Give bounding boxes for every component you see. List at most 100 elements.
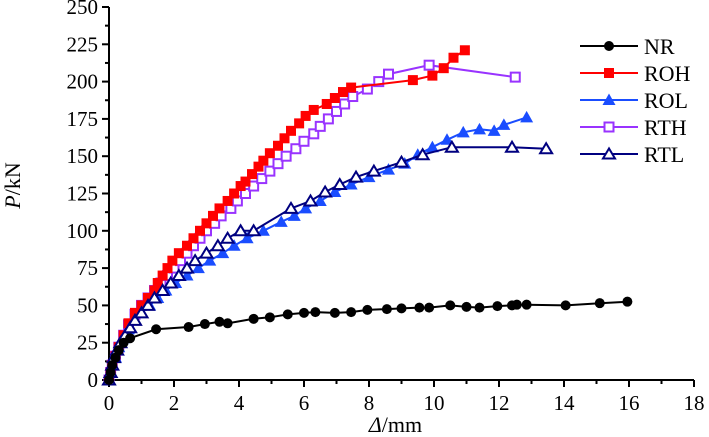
data-point-roh [294, 118, 305, 129]
data-point-roh [229, 188, 240, 199]
data-point-rth [280, 150, 292, 162]
data-point-rth [264, 165, 276, 177]
x-tick-label: 2 [169, 391, 180, 415]
legend-label-rol: ROL [644, 88, 688, 113]
data-point-rtl [414, 147, 431, 161]
series-roh [104, 45, 470, 385]
data-point-nr [622, 296, 633, 307]
data-point-nr [461, 301, 472, 312]
data-point-roh [308, 104, 319, 115]
data-point-roh [240, 176, 251, 187]
y-tick-label: 175 [67, 107, 99, 131]
data-point-roh [448, 52, 459, 63]
data-point-rth [347, 91, 359, 103]
y-tick-label: 0 [88, 368, 99, 392]
data-point-rtl [317, 184, 333, 198]
data-point-rth [314, 120, 326, 132]
data-point-roh [264, 148, 275, 159]
data-point-nr [346, 307, 357, 318]
data-point-roh [286, 125, 296, 136]
data-point-rth [509, 71, 521, 83]
data-point-nr [107, 360, 118, 371]
data-point-roh [222, 195, 233, 206]
data-point-rol [328, 185, 342, 198]
legend-item-rtl: RTL [580, 142, 684, 167]
data-point-nr [362, 304, 373, 315]
legend-label-nr: NR [644, 34, 675, 59]
data-point-rol [487, 124, 501, 136]
series-line-roh [108, 49, 466, 381]
axes: 0 25 50 75 100 125 150 175 200 225 250 0 2 4 6 8 10 12 14… [67, 0, 705, 415]
legend-marker-rol [602, 93, 616, 105]
data-point-rol [440, 133, 454, 145]
y-axis-title-symbol: P [0, 195, 25, 209]
data-point-rol [203, 254, 217, 266]
data-point-rol [313, 194, 327, 206]
data-point-roh [214, 203, 225, 214]
data-point-rtl [366, 163, 382, 177]
data-point-roh [195, 225, 205, 236]
data-point-rth [298, 135, 310, 147]
y-tick-label: 250 [67, 0, 99, 19]
data-point-rth [373, 76, 385, 88]
data-point-rol [299, 201, 313, 214]
data-point-rth [322, 113, 334, 125]
x-tick-label: 6 [299, 391, 310, 415]
data-point-rol [473, 122, 486, 135]
data-point-roh [321, 98, 332, 109]
data-point-rth [383, 68, 394, 80]
legend-marker-roh [604, 68, 614, 78]
y-tick-label: 225 [67, 32, 99, 56]
data-point-rol [382, 163, 395, 175]
data-point-rtl [198, 245, 215, 259]
data-point-rol [456, 125, 470, 138]
data-point-roh [438, 63, 449, 74]
data-point-rol [240, 231, 254, 244]
data-point-rtl [393, 154, 410, 168]
data-point-roh [143, 292, 153, 303]
data-point-nr [521, 299, 532, 310]
data-point-rtl [154, 283, 171, 296]
series-line-rol [108, 116, 527, 381]
y-axis-title: P/kN [0, 162, 25, 210]
legend-marker-rth [603, 121, 615, 133]
data-point-roh [258, 155, 269, 166]
legend-item-rol: ROL [580, 88, 688, 113]
data-point-rth [272, 158, 284, 170]
data-point-nr [125, 333, 136, 344]
x-tick-label: 0 [104, 391, 115, 415]
data-point-rtl [162, 275, 179, 289]
legend-item-rth: RTH [580, 115, 687, 140]
y-tick-label: 100 [67, 219, 99, 243]
data-point-rtl [133, 305, 150, 319]
data-point-rtl [187, 253, 203, 267]
x-tick-label: 18 [684, 391, 705, 415]
data-point-rtl [179, 260, 195, 274]
data-point-rtl [348, 169, 364, 183]
data-point-nr [113, 345, 124, 356]
data-point-roh [167, 255, 178, 266]
x-axis-title-unit: /mm [382, 412, 422, 437]
data-point-rtl [171, 268, 187, 282]
data-point-nr [329, 307, 340, 318]
data-point-roh [329, 93, 340, 104]
data-point-rol [227, 239, 241, 251]
series-rol [102, 110, 534, 385]
data-point-nr [105, 367, 116, 378]
data-point-nr [110, 352, 121, 363]
data-point-roh [427, 70, 438, 81]
data-point-nr [492, 301, 503, 312]
data-point-rtl [122, 320, 138, 334]
data-point-nr [104, 375, 114, 385]
data-point-nr [511, 299, 522, 310]
data-point-roh [346, 82, 357, 93]
data-point-rol [274, 215, 288, 227]
data-point-nr [222, 318, 233, 329]
data-point-nr [396, 303, 407, 314]
data-point-rth [361, 83, 373, 95]
data-point-roh [149, 285, 160, 296]
data-point-rth [339, 98, 351, 110]
legend-marker-rtl [601, 146, 617, 160]
